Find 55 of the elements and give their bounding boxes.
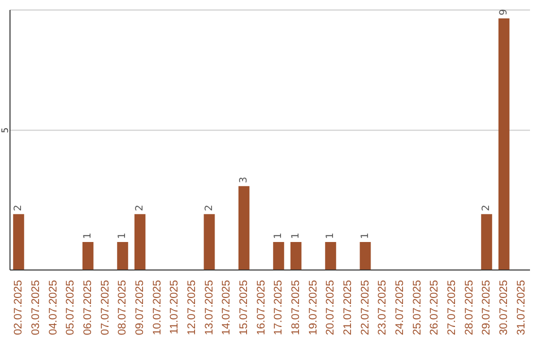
bar [82,242,94,270]
bar [13,214,24,270]
x-tick-label: 03.07.2025 [30,280,42,336]
bar [481,214,492,270]
bar [290,242,302,270]
x-tick-label: 13.07.2025 [203,280,216,336]
x-tick-label: 15.07.2025 [238,280,250,336]
bar [204,214,215,270]
x-tick-label: 30.07.2025 [498,280,510,336]
data-label: 3 [238,176,250,184]
bar [360,242,371,270]
data-label: 2 [481,204,492,212]
x-tick-label: 31.07.2025 [515,280,528,336]
data-label: 1 [82,232,94,240]
x-tick-label: 28.07.2025 [463,280,476,336]
data-label: 1 [273,232,284,240]
x-tick-label: 12.07.2025 [186,280,198,336]
x-tick-label: 18.07.2025 [290,280,302,336]
x-tick-label: 02.07.2025 [12,280,25,336]
x-tick-label: 20.07.2025 [324,280,337,336]
data-label: 9 [498,9,510,16]
x-tick-label: 19.07.2025 [307,280,320,336]
x-tick-label: 22.07.2025 [359,280,372,336]
x-tick-label: 04.07.2025 [47,280,60,336]
x-tick-label: 06.07.2025 [82,280,94,336]
bar [273,242,284,270]
x-tick-label: 26.07.2025 [428,280,441,336]
data-label: 1 [325,232,336,240]
x-tick-label: 16.07.2025 [255,280,268,336]
x-tick-label: 17.07.2025 [272,280,285,336]
x-tick-label: 09.07.2025 [134,280,146,336]
bar [325,242,336,270]
x-tick-label: 23.07.2025 [376,280,389,336]
x-tick-label: 11.07.2025 [168,280,181,334]
x-tick-label: 05.07.2025 [64,280,77,336]
bar [134,214,146,270]
x-tick-label: 10.07.2025 [151,280,164,336]
data-label: 2 [13,204,24,212]
x-tick-label: 25.07.2025 [411,280,424,336]
bar [117,242,128,270]
data-label: 1 [290,232,302,240]
data-label: 2 [134,204,146,212]
x-tick-label: 14.07.2025 [220,280,233,336]
x-tick-label: 24.07.2025 [394,280,406,336]
x-tick-label: 29.07.2025 [480,280,493,336]
data-label: 2 [204,204,215,212]
x-tick-label: 27.07.2025 [446,280,458,336]
x-tick-label: 08.07.2025 [116,280,129,336]
data-label: 1 [360,232,371,240]
x-tick-label: 21.07.2025 [342,280,354,336]
x-tick-label: 07.07.2025 [99,280,112,336]
data-label: 1 [117,232,128,240]
y-tick-label: 5 [1,127,11,134]
bar [498,18,510,270]
bar [238,186,250,270]
